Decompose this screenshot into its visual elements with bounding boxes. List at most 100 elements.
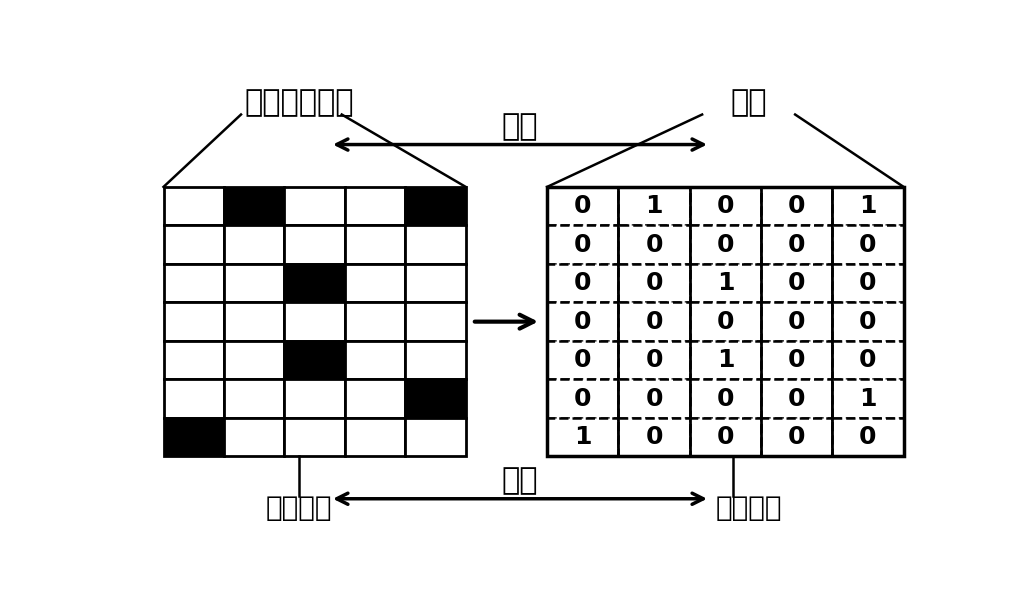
Text: 0: 0 (788, 425, 806, 449)
Bar (405, 302, 466, 341)
Text: 1: 1 (859, 194, 877, 218)
Bar (405, 418, 466, 456)
Bar (689, 187, 761, 226)
Bar (832, 302, 903, 341)
Bar (405, 226, 466, 264)
Text: 1: 1 (716, 348, 734, 372)
Bar (761, 418, 832, 456)
Text: 0: 0 (645, 233, 663, 256)
Bar (164, 302, 224, 341)
Text: 0: 0 (788, 387, 806, 411)
Bar (689, 264, 761, 302)
Bar (832, 341, 903, 380)
Bar (224, 226, 284, 264)
Bar (164, 418, 224, 456)
Text: 0: 0 (716, 233, 734, 256)
Bar (224, 418, 284, 456)
Text: 0: 0 (716, 425, 734, 449)
Text: 0: 0 (788, 233, 806, 256)
Bar (164, 264, 224, 302)
Text: 0: 0 (788, 348, 806, 372)
Text: 1: 1 (859, 387, 877, 411)
Bar (547, 302, 618, 341)
Bar (405, 380, 466, 418)
Text: 0: 0 (645, 387, 663, 411)
Bar (832, 187, 903, 226)
Bar (689, 418, 761, 456)
Bar (689, 302, 761, 341)
Bar (224, 187, 284, 226)
Text: 粒子维度: 粒子维度 (715, 494, 782, 522)
Bar (689, 226, 761, 264)
Bar (547, 341, 618, 380)
Text: 0: 0 (574, 309, 592, 334)
Bar (832, 264, 903, 302)
Bar (689, 341, 761, 380)
Text: 0: 0 (788, 309, 806, 334)
Bar (284, 380, 345, 418)
Bar (618, 418, 689, 456)
Text: 0: 0 (645, 348, 663, 372)
Bar (284, 264, 345, 302)
Text: 粒子: 粒子 (731, 87, 767, 117)
Bar (761, 264, 832, 302)
Bar (405, 341, 466, 380)
Bar (405, 187, 466, 226)
Text: 0: 0 (859, 348, 877, 372)
Bar (164, 226, 224, 264)
Text: 0: 0 (716, 387, 734, 411)
Text: 0: 0 (788, 271, 806, 295)
Bar (832, 226, 903, 264)
Text: 0: 0 (788, 194, 806, 218)
Text: 0: 0 (716, 194, 734, 218)
Bar (547, 187, 618, 226)
Bar (164, 341, 224, 380)
Bar (761, 380, 832, 418)
Text: 0: 0 (645, 425, 663, 449)
Bar (345, 380, 405, 418)
Bar (547, 187, 903, 456)
Text: 0: 0 (574, 233, 592, 256)
Bar (761, 302, 832, 341)
Bar (345, 226, 405, 264)
Bar (345, 341, 405, 380)
Text: 1: 1 (574, 425, 592, 449)
Text: 0: 0 (716, 309, 734, 334)
Text: 网络单元: 网络单元 (265, 494, 332, 522)
Bar (547, 226, 618, 264)
Text: 0: 0 (645, 271, 663, 295)
Bar (689, 380, 761, 418)
Bar (224, 341, 284, 380)
Bar (761, 187, 832, 226)
Bar (345, 418, 405, 456)
Text: 0: 0 (859, 271, 877, 295)
Text: 抽样网络方案: 抽样网络方案 (244, 87, 354, 117)
Bar (345, 302, 405, 341)
Text: 1: 1 (716, 271, 734, 295)
Text: 0: 0 (574, 348, 592, 372)
Text: 映射: 映射 (502, 466, 538, 495)
Bar (832, 380, 903, 418)
Bar (345, 264, 405, 302)
Bar (761, 226, 832, 264)
Text: 0: 0 (859, 233, 877, 256)
Bar (547, 380, 618, 418)
Bar (832, 418, 903, 456)
Bar (284, 302, 345, 341)
Bar (618, 226, 689, 264)
Bar (224, 380, 284, 418)
Bar (761, 341, 832, 380)
Bar (405, 264, 466, 302)
Bar (618, 264, 689, 302)
Bar (164, 187, 224, 226)
Text: 1: 1 (645, 194, 663, 218)
Text: 0: 0 (859, 425, 877, 449)
Bar (618, 187, 689, 226)
Bar (164, 380, 224, 418)
Text: 0: 0 (859, 309, 877, 334)
Bar (224, 302, 284, 341)
Text: 0: 0 (574, 194, 592, 218)
Bar (224, 264, 284, 302)
Text: 0: 0 (574, 387, 592, 411)
Text: 映射: 映射 (502, 112, 538, 140)
